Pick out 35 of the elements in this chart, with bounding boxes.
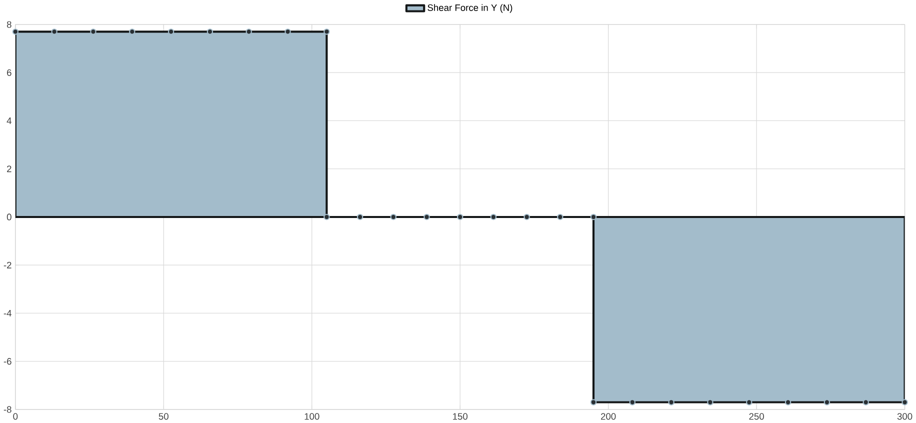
point bbox=[390, 214, 396, 220]
point bbox=[324, 28, 330, 35]
point bbox=[424, 214, 430, 220]
point bbox=[557, 214, 564, 220]
legend-label: Shear Force in Y (N) bbox=[428, 4, 512, 13]
y-tick-label: 8 bbox=[6, 21, 12, 28]
x-tick-label: 250 bbox=[749, 413, 764, 420]
x-tick-label: 0 bbox=[13, 413, 18, 420]
point bbox=[902, 399, 908, 406]
y-tick-label: -6 bbox=[4, 358, 12, 365]
x-tick-label: 150 bbox=[453, 413, 468, 420]
x-tick-label: 200 bbox=[601, 413, 616, 420]
x-tick-label: 300 bbox=[897, 413, 912, 420]
y-tick-label: -2 bbox=[4, 262, 12, 268]
y-tick-label: -4 bbox=[4, 310, 12, 316]
point bbox=[629, 399, 636, 406]
y-tick-label: 2 bbox=[7, 166, 12, 172]
y-tick-label: 4 bbox=[6, 117, 12, 124]
point bbox=[524, 214, 530, 220]
point bbox=[12, 28, 19, 35]
y-tick-label: 6 bbox=[7, 69, 12, 76]
x-tick-label: 50 bbox=[158, 413, 168, 420]
point bbox=[824, 399, 830, 406]
y-tick-label: -8 bbox=[4, 406, 12, 413]
y-tick-label: 0 bbox=[6, 214, 12, 220]
point bbox=[590, 399, 597, 406]
point bbox=[490, 214, 497, 220]
x-tick-label: 100 bbox=[304, 413, 320, 420]
point bbox=[590, 214, 597, 220]
point bbox=[324, 214, 330, 220]
point bbox=[356, 214, 364, 220]
point bbox=[456, 214, 464, 220]
point bbox=[784, 399, 792, 406]
point bbox=[206, 28, 214, 35]
point bbox=[168, 28, 174, 35]
